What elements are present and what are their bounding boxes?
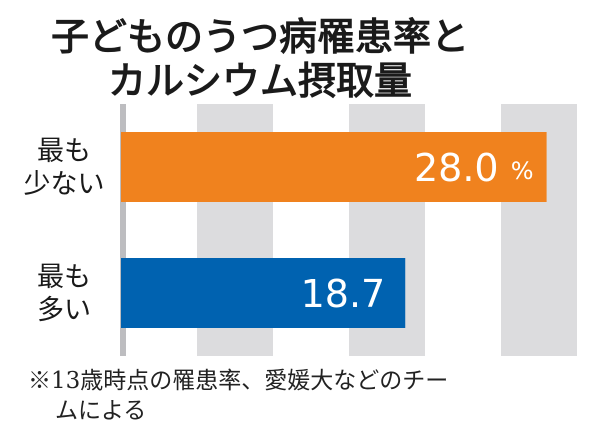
category-label-least: 最も 少ない <box>14 135 114 201</box>
chart-title-line-1: 子どものうつ病罹患率と <box>50 15 469 59</box>
category-label-line: 多い <box>37 295 91 326</box>
footnote-line-2: ムによる <box>55 398 147 424</box>
category-label-line: 最も <box>37 262 91 293</box>
chart-title-line-2: カルシウム摂取量 <box>107 59 412 103</box>
y-axis-line <box>120 104 126 356</box>
footnote-line-1: ※13歳時点の罹患率、愛媛大などのチー <box>28 368 449 394</box>
bar-most <box>121 258 406 328</box>
unit-label: % <box>511 157 534 185</box>
data-label: 28.0 <box>414 146 499 190</box>
bar-least <box>121 132 547 202</box>
category-label-line: 最も <box>37 136 91 167</box>
category-label-line: 少ない <box>23 169 105 200</box>
data-label: 18.7 <box>301 272 386 316</box>
category-label-most: 最も 多い <box>14 261 114 327</box>
